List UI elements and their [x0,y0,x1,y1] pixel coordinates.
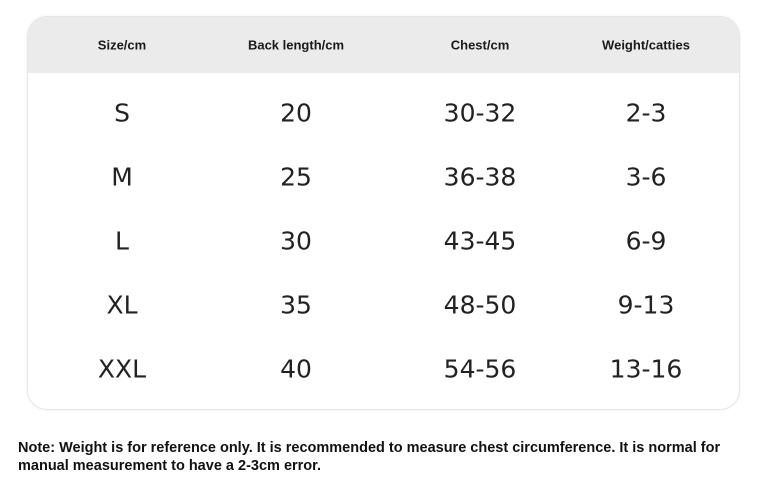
header-cell: Back length/cm [247,37,345,53]
header-cell: Chest/cm [450,37,510,53]
table-cell: S [114,98,130,128]
table-cell: 3-6 [625,162,667,192]
table-cell: 35 [280,290,312,320]
note: Note: Weight is for reference only. It i… [18,440,721,474]
table-cell: XL [106,290,138,320]
header-cell: Weight/catties [602,37,690,53]
table-cell: 30 [280,226,312,256]
table-cell: 13-16 [609,354,683,384]
table-cell: XXL [97,354,147,384]
table-cell: 30-32 [443,98,517,128]
table-cell: 25 [280,162,312,192]
table-cell: 48-50 [443,290,517,320]
table-cell: 43-45 [443,226,517,256]
table-cell: 2-3 [625,98,667,128]
table-cell: 36-38 [443,162,517,192]
table-cell: L [115,226,129,256]
table-cell: M [111,162,133,192]
table-cell: 40 [280,354,312,384]
table-cell: 9-13 [617,290,675,320]
table-cell: 54-56 [443,354,517,384]
header-cell: Size/cm [97,37,147,53]
table-cell: 6-9 [625,226,667,256]
table-cell: 20 [280,98,312,128]
table-header [28,17,739,73]
size-table: Size/cm Back length/cm Chest/cm Weight/catt… [27,16,740,410]
